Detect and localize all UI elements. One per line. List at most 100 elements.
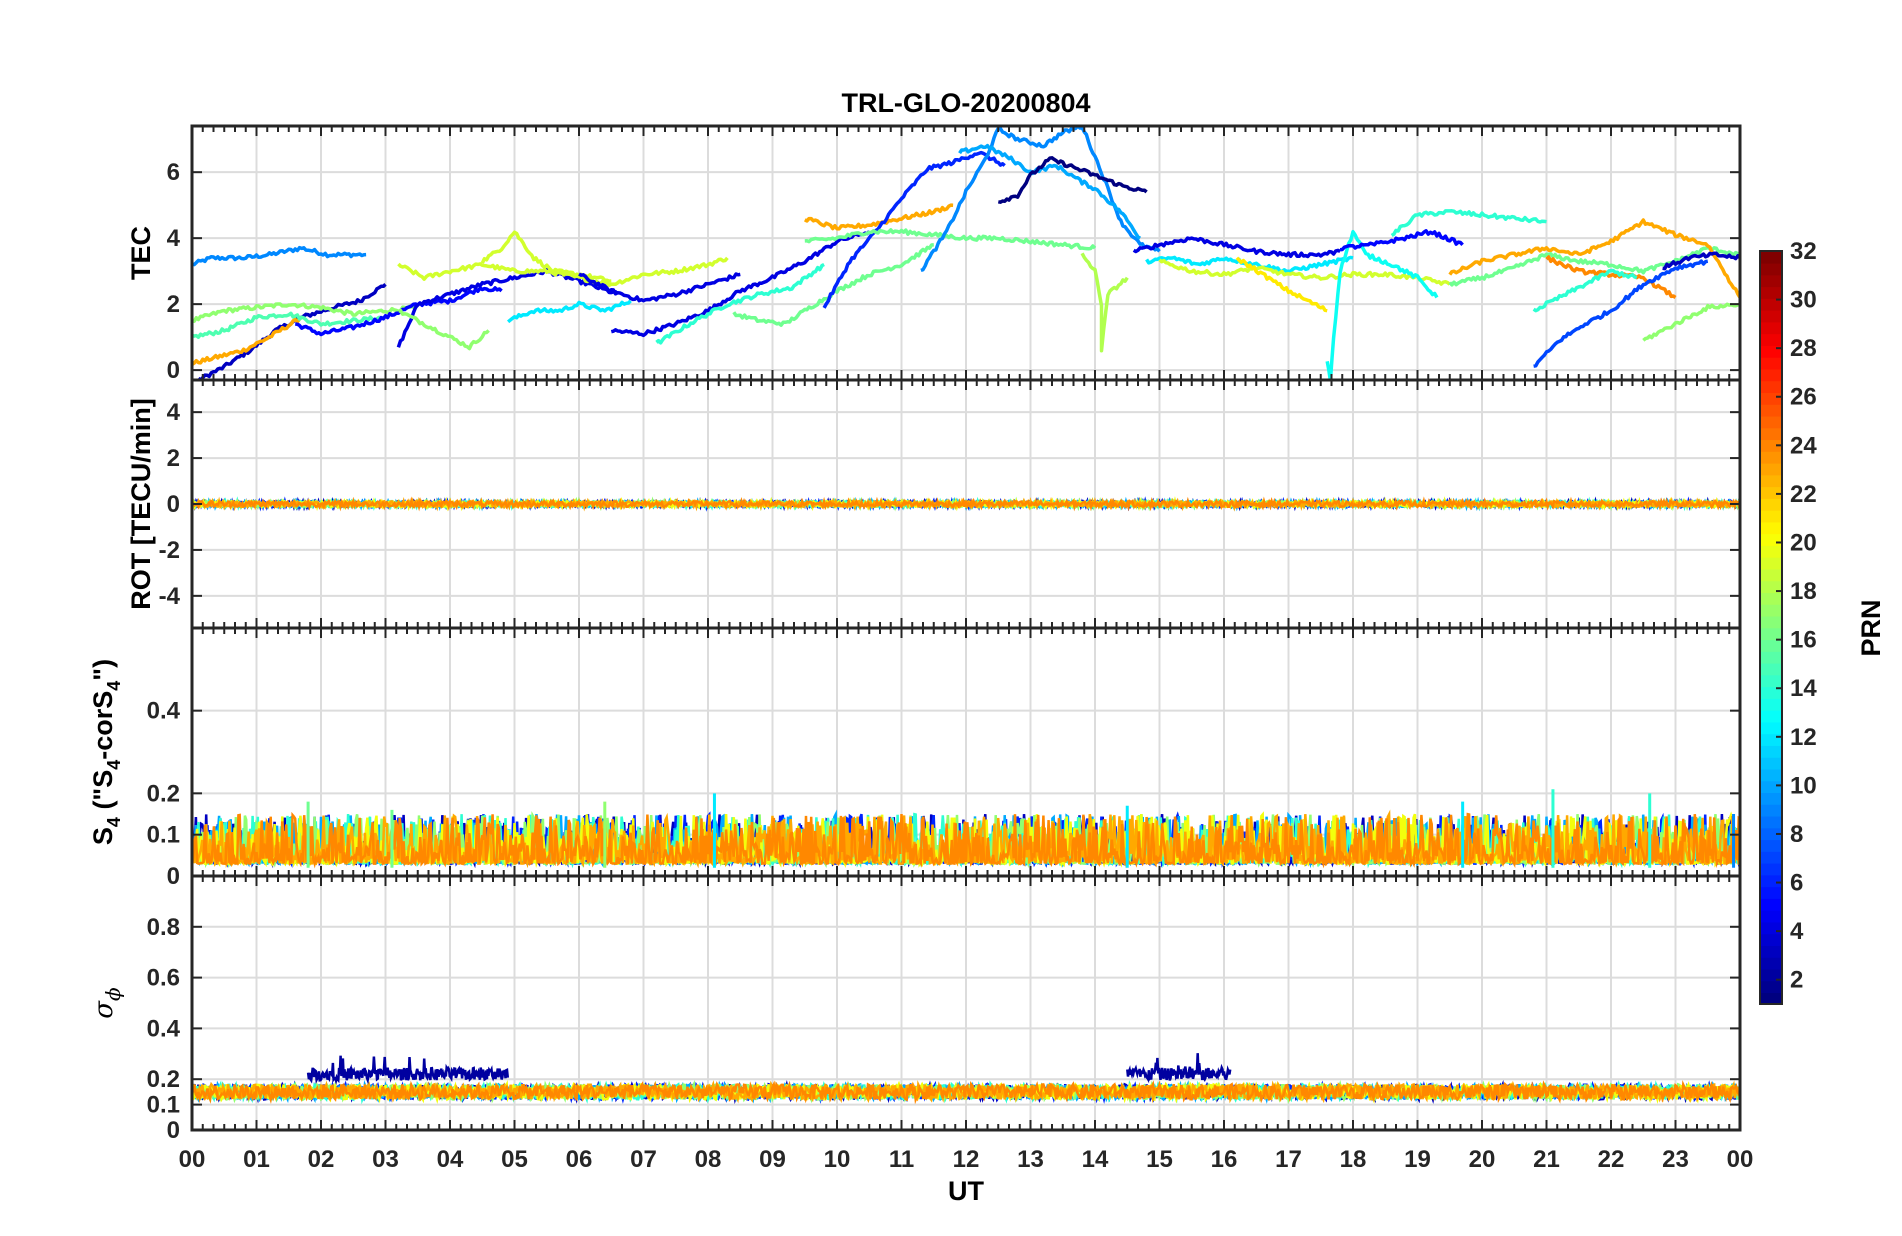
colorbar-segment [1760,403,1782,417]
colorbar-segment [1760,827,1782,841]
colorbar-label: PRN [1856,599,1886,656]
colorbar-tick-label: 24 [1790,432,1817,459]
colorbar-segment [1760,274,1782,288]
tec-series-prn-3 [1662,251,1740,271]
colorbar-segment [1760,698,1782,711]
tec-series-prn-12 [1145,255,1354,274]
y-tick-label: 6 [167,159,180,186]
x-tick-label: 23 [1662,1146,1689,1173]
colorbar-segment [1760,674,1782,688]
y-tick-label: 0.1 [147,822,180,849]
colorbar-segment [1760,439,1782,452]
tec-series-prn-9 [920,126,1161,273]
colorbar-segment [1760,851,1782,864]
x-tick-label: 12 [953,1146,980,1173]
colorbar-segment [1760,874,1782,888]
x-tick-label: 20 [1469,1146,1496,1173]
x-tick-label: 11 [889,1146,914,1173]
sigma-phi-axis-label: σϕ [89,987,125,1019]
x-tick-label: 08 [695,1146,722,1173]
colorbar-segment [1760,545,1782,558]
colorbar-tick-label: 12 [1790,724,1817,751]
y-tick-label: 0.6 [147,965,180,992]
colorbar-segment [1760,368,1782,382]
colorbar-segment [1760,533,1782,546]
colorbar-segment [1760,321,1782,335]
rot-axis-label: ROT [TECU/min] [126,398,156,609]
sigma-burst-prn-2 [306,1055,510,1086]
colorbar-tick-label: 10 [1790,772,1817,799]
colorbar-segment [1760,862,1782,876]
colorbar-segment [1760,898,1782,911]
y-tick-label: -2 [159,537,180,564]
colorbar-segment [1760,286,1782,299]
x-tick-label: 14 [1082,1146,1109,1173]
y-tick-label: 0.2 [147,780,180,807]
colorbar-segment [1760,451,1782,464]
sigma_phi-series-prn-24 [192,1079,1740,1105]
s4-series-prn-24 [192,811,1740,869]
tec-series-prn-12 [506,299,632,324]
colorbar-tick-label: 2 [1790,967,1803,994]
colorbar-segment [1760,345,1782,358]
colorbar-segment [1760,756,1782,770]
colorbar-segment [1760,686,1782,699]
colorbar-segment [1760,662,1782,676]
x-axis-label: UT [948,1176,984,1206]
colorbar-segment [1760,427,1782,441]
x-tick-label: 09 [759,1146,786,1173]
series-layer [192,126,1740,1105]
colorbar-segment [1760,474,1782,488]
colorbar-segment [1760,627,1782,641]
tec-series-prn-19 [397,256,729,288]
colorbar-segment [1760,968,1782,982]
y-tick-label: 0 [167,491,180,518]
colorbar-segment [1760,745,1782,758]
sigma-burst-prn-2 [1126,1053,1232,1084]
tec-series-prn-3 [197,283,387,380]
colorbar-segment [1760,603,1782,617]
x-tick-label: 18 [1340,1146,1367,1173]
sigma_phi-series [192,1053,1740,1105]
y-tick-label: 0.2 [147,1066,180,1093]
tec-series-prn-17 [192,302,419,324]
grid [192,126,1740,1131]
tec-series-prn-18 [1080,252,1129,353]
colorbar-segment [1760,933,1782,946]
tec-series-prn-10 [958,143,1142,240]
colorbar-segment [1760,651,1782,664]
colorbar-tick-label: 28 [1790,335,1817,362]
colorbar-tick-label: 18 [1790,578,1817,605]
tec-series-prn-16 [732,243,934,327]
colorbar-tick-label: 30 [1790,287,1817,314]
tec-series-prn-5 [295,286,503,337]
colorbar-segment [1760,803,1782,817]
colorbar-segment [1760,792,1782,805]
colorbar-segment [1760,251,1782,264]
tec-series-prn-17 [1642,302,1740,342]
colorbar-segment [1760,780,1782,794]
y-tick-label: 0.8 [147,914,180,941]
colorbar-tick-label: 32 [1790,238,1817,265]
colorbar-segment [1760,909,1782,923]
colorbar-segment [1760,733,1782,746]
x-tick-label: 02 [308,1146,335,1173]
colorbar-tick-label: 8 [1790,821,1803,848]
colorbar-segment [1760,886,1782,899]
x-tick-label: 01 [243,1146,270,1173]
colorbar-segment [1760,839,1782,852]
tec-series-prn-14 [655,262,825,345]
x-tick-label: 21 [1533,1146,1560,1173]
colorbar-segment [1760,509,1782,523]
colorbar-segment [1760,580,1782,594]
colorbar-tick-label: 16 [1790,627,1817,654]
tec-series-prn-14 [1532,268,1638,313]
y-tick-label: 0 [167,1117,180,1144]
tec-series-prn-19 [1158,258,1451,286]
y-tick-label: 2 [167,445,180,472]
y-tick-label: 2 [167,291,180,318]
colorbar-segment [1760,992,1782,1005]
colorbar-segment [1760,592,1782,605]
y-tick-label: 4 [167,399,181,426]
